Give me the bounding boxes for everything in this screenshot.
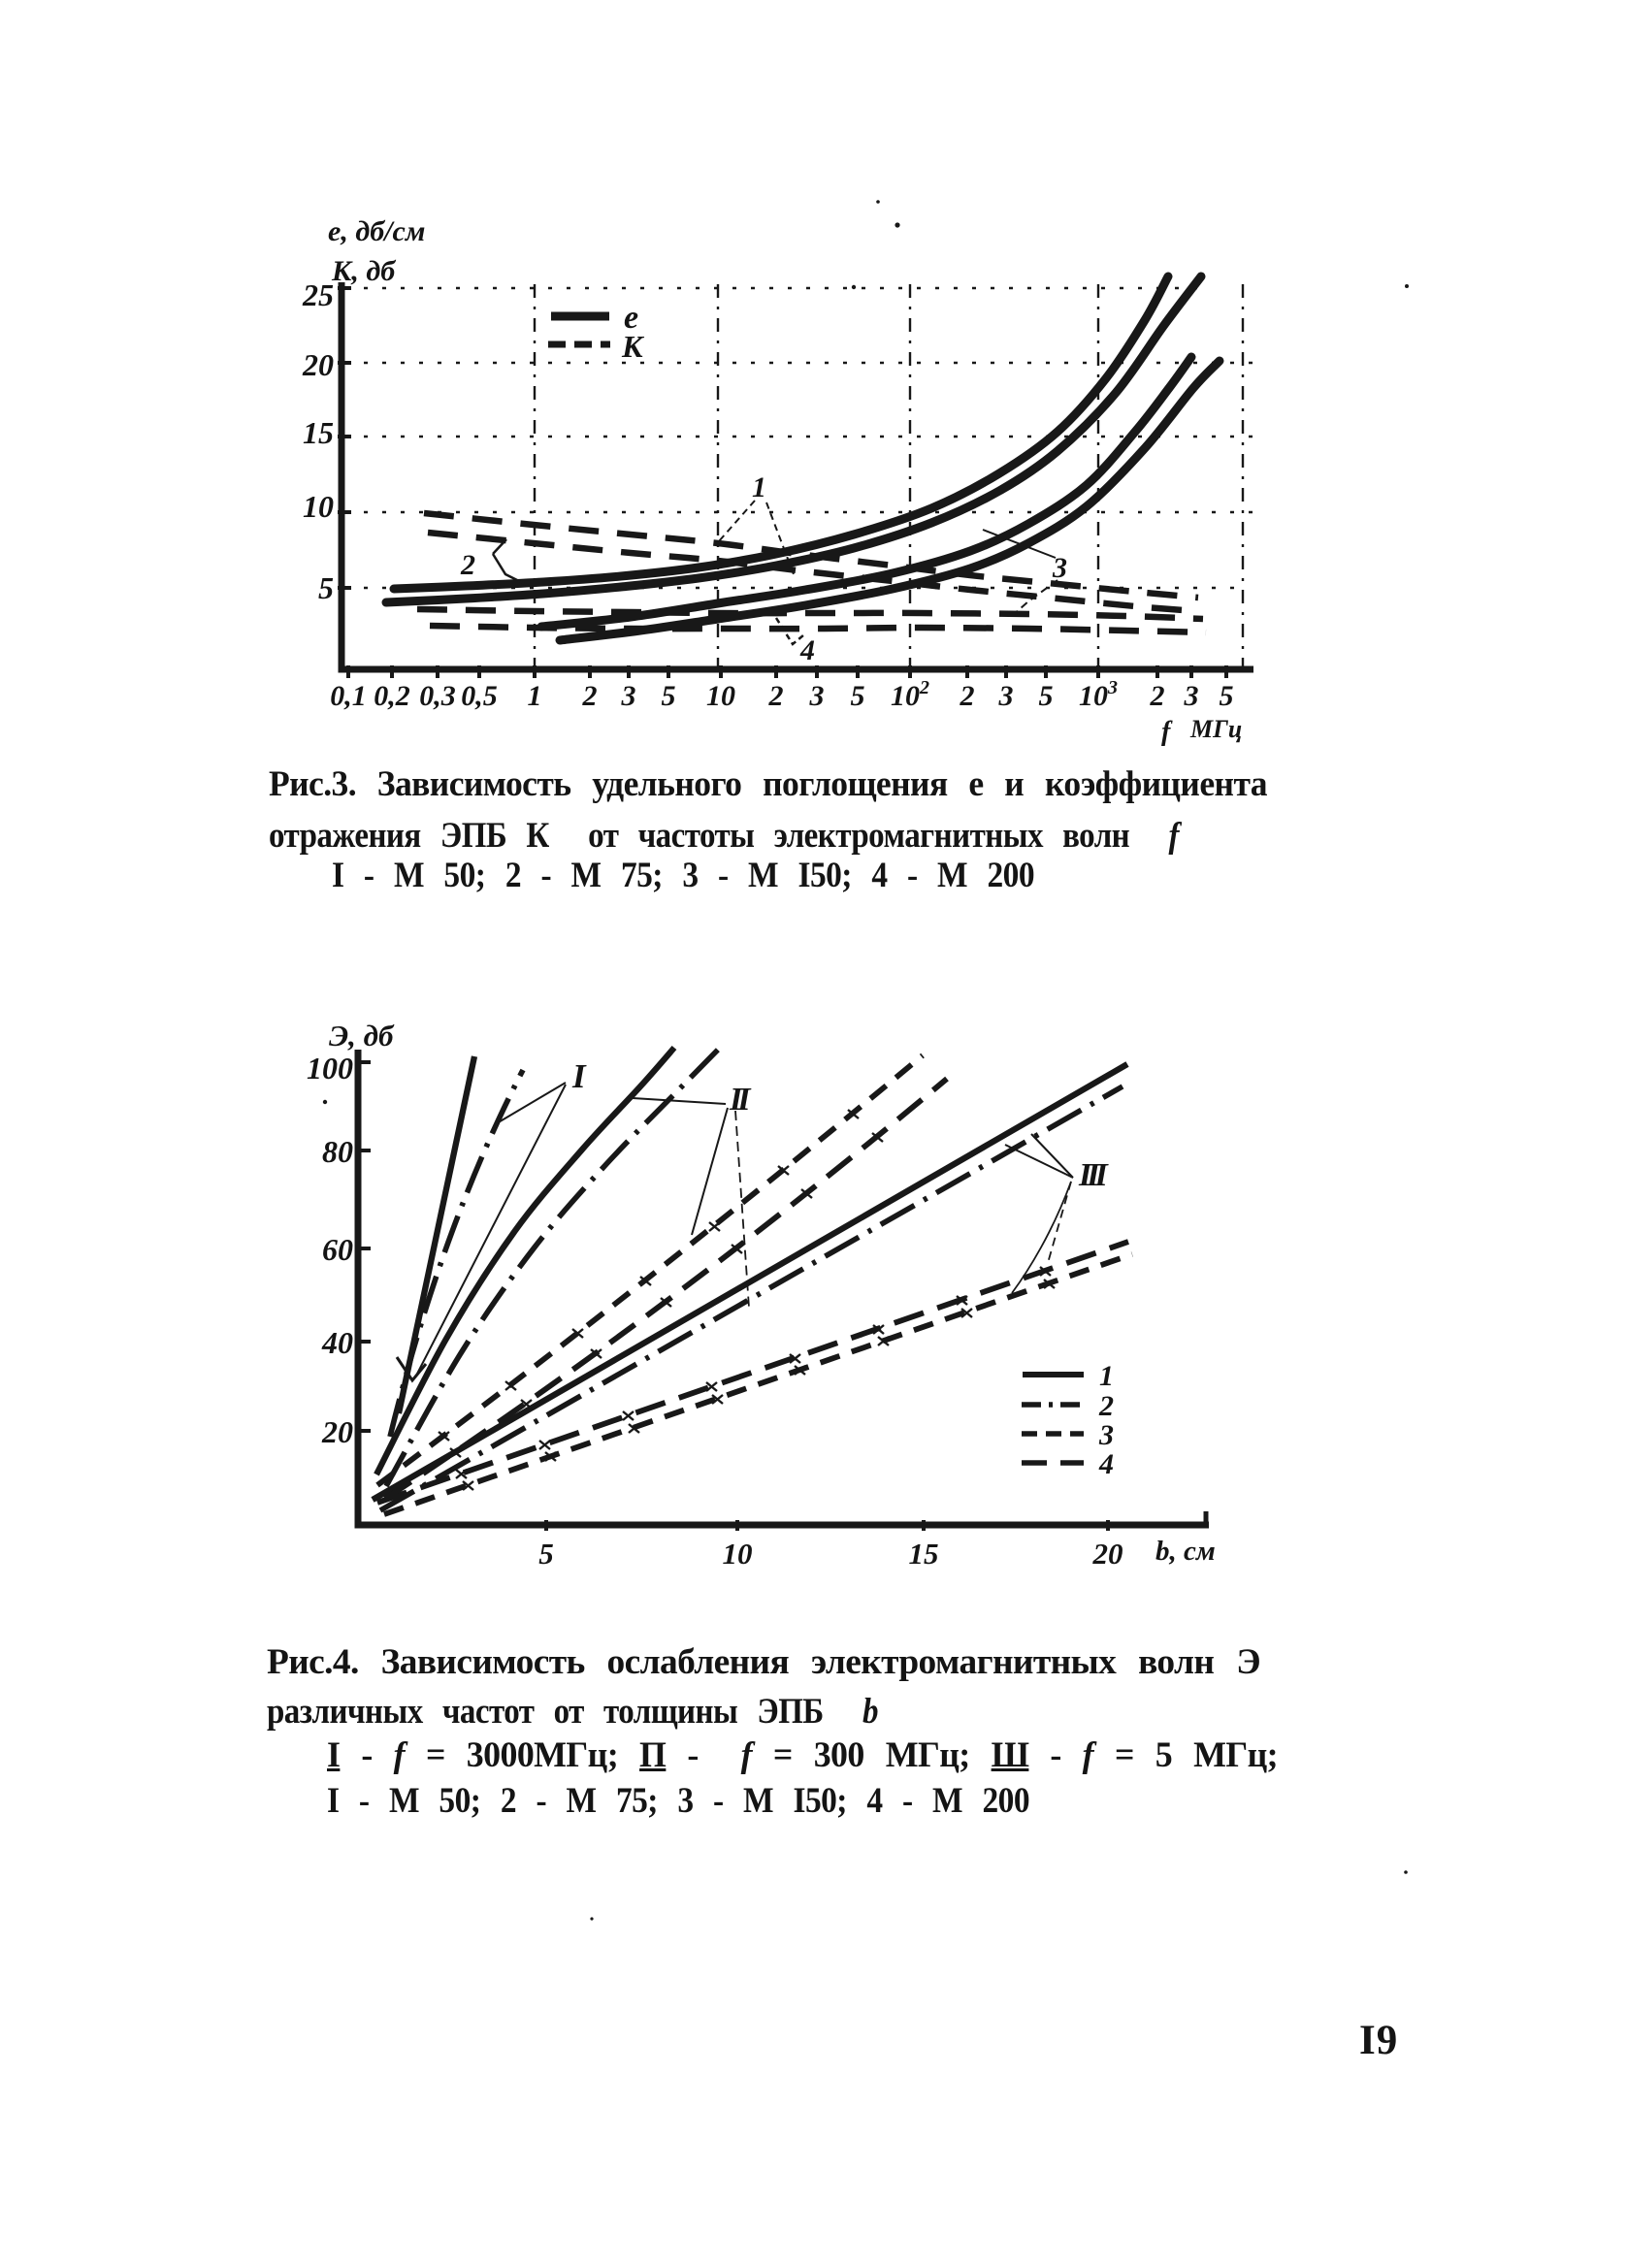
svg-text:4: 4 [799,634,815,666]
svg-text:0,1: 0,1 [330,680,367,712]
svg-text:25: 25 [302,277,334,312]
svg-text:15: 15 [909,1537,939,1571]
svg-text:2: 2 [582,680,598,712]
svg-text:10: 10 [723,1537,753,1571]
svg-text:10: 10 [706,680,735,712]
svg-text:МГц: МГц [1189,715,1242,743]
svg-text:20: 20 [1092,1537,1123,1571]
svg-text:0,3: 0,3 [419,680,456,712]
svg-text:15: 15 [303,415,334,450]
svg-text:0,5: 0,5 [461,680,498,712]
svg-text:5: 5 [1220,680,1234,712]
svg-text:103: 103 [1079,677,1118,712]
svg-text:5: 5 [318,570,334,605]
svg-text:2: 2 [1098,1390,1114,1422]
svg-text:К, дб: К, дб [331,255,396,287]
svg-text:1: 1 [752,471,766,503]
svg-text:I: I [571,1057,587,1095]
svg-text:80: 80 [322,1134,353,1169]
svg-text:1: 1 [1099,1360,1114,1392]
svg-text:К: К [621,329,645,364]
svg-text:2: 2 [1150,680,1165,712]
svg-text:b, см: b, см [1155,1536,1216,1567]
svg-text:2: 2 [460,549,475,581]
svg-text:20: 20 [302,347,334,382]
svg-text:5: 5 [662,680,676,712]
svg-text:3: 3 [998,680,1014,712]
svg-text:5: 5 [1039,680,1054,712]
svg-text:100: 100 [307,1051,353,1085]
svg-text:3: 3 [1052,552,1067,584]
svg-text:f: f [1161,717,1173,747]
svg-text:1: 1 [528,680,542,712]
svg-text:0,2: 0,2 [374,680,410,712]
svg-text:40: 40 [321,1325,353,1360]
svg-text:e: e [624,300,638,336]
svg-text:2: 2 [768,680,784,712]
svg-text:20: 20 [321,1414,353,1449]
svg-text:4: 4 [1098,1448,1114,1480]
svg-text:102: 102 [891,677,929,712]
svg-text:3: 3 [1098,1419,1114,1451]
svg-text:5: 5 [538,1537,554,1571]
svg-text:5: 5 [851,680,865,712]
svg-text:3: 3 [621,680,636,712]
svg-text:3: 3 [1184,680,1199,712]
svg-text:10: 10 [303,489,334,524]
svg-text:3: 3 [809,680,825,712]
svg-text:Э, дб: Э, дб [329,1019,395,1053]
svg-text:II: II [729,1082,752,1118]
svg-text:60: 60 [322,1232,353,1267]
svg-text:2: 2 [960,680,975,712]
svg-text:е, дб/см: е, дб/см [328,215,425,247]
svg-text:III: III [1078,1157,1109,1193]
